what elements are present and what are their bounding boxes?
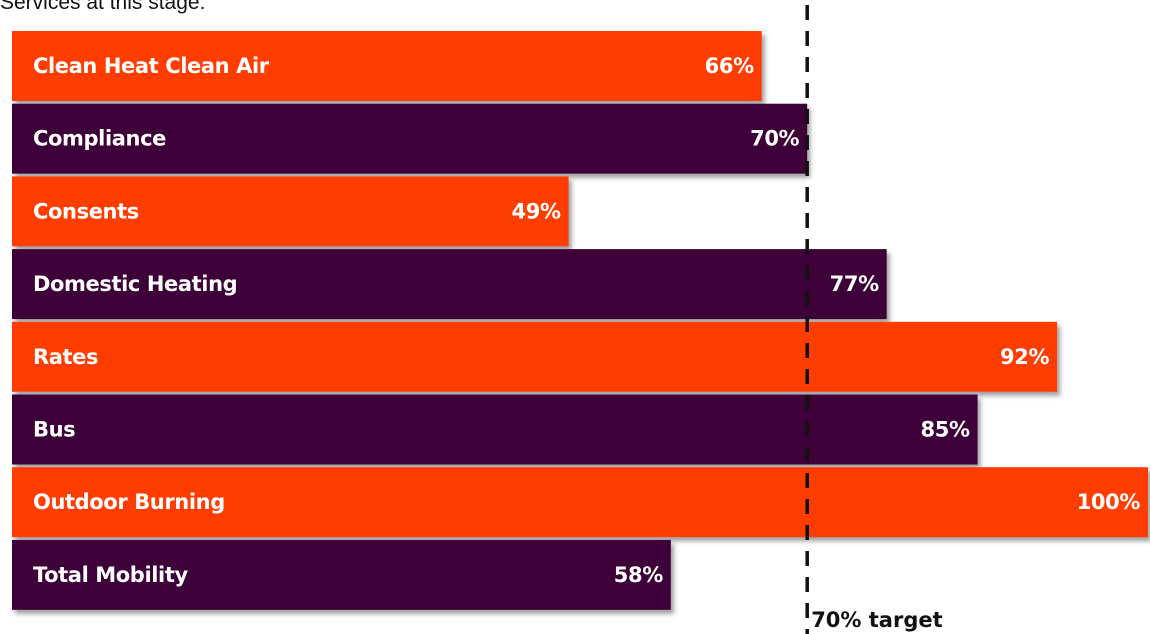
value-label-domestic-heating: 77% [830,272,879,296]
value-label-rates: 92% [1000,345,1049,369]
value-label-clean-heat-clean-air: 66% [705,54,754,78]
bar-compliance [12,103,808,174]
bar-group-domestic-heating: Domestic Heating 77% [12,249,887,320]
value-label-bus: 85% [921,418,970,442]
category-label-clean-heat-clean-air: Clean Heat Clean Air [33,54,270,78]
bar-group-outdoor-burning: Outdoor Burning 100% [12,467,1148,538]
value-label-compliance: 70% [750,127,799,151]
category-label-rates: Rates [33,345,98,369]
target-layer: 70% target [805,5,943,634]
bar-group-rates: Rates 92% [12,321,1058,392]
value-label-outdoor-burning: 100% [1077,490,1141,514]
bar-consents [12,176,569,247]
bar-group-clean-heat-clean-air: Clean Heat Clean Air 66% [12,31,762,101]
bar-group-consents: Consents 49% [12,176,569,247]
value-label-total-mobility: 58% [614,563,663,587]
bar-group-compliance: Compliance 70% [12,103,808,174]
category-label-total-mobility: Total Mobility [33,563,188,587]
bar-total-mobility [12,539,671,610]
bar-rates [12,321,1058,392]
bar-outdoor-burning [12,467,1148,538]
bars-layer: Clean Heat Clean Air 66% Compliance 70% Cons… [12,31,1148,610]
bar-clean-heat-clean-air [12,31,762,101]
bar-bus [12,394,978,465]
category-label-domestic-heating: Domestic Heating [33,272,237,296]
value-label-consents: 49% [512,199,561,223]
header-text: Services at this stage: [0,0,206,14]
bar-group-bus: Bus 85% [12,394,978,465]
category-label-compliance: Compliance [33,127,166,151]
target-label: 70% target [811,608,942,632]
bar-domestic-heating [12,249,887,320]
bar-group-total-mobility: Total Mobility 58% [12,539,671,610]
category-label-outdoor-burning: Outdoor Burning [33,490,225,514]
category-label-bus: Bus [33,418,75,442]
category-label-consents: Consents [33,199,139,223]
